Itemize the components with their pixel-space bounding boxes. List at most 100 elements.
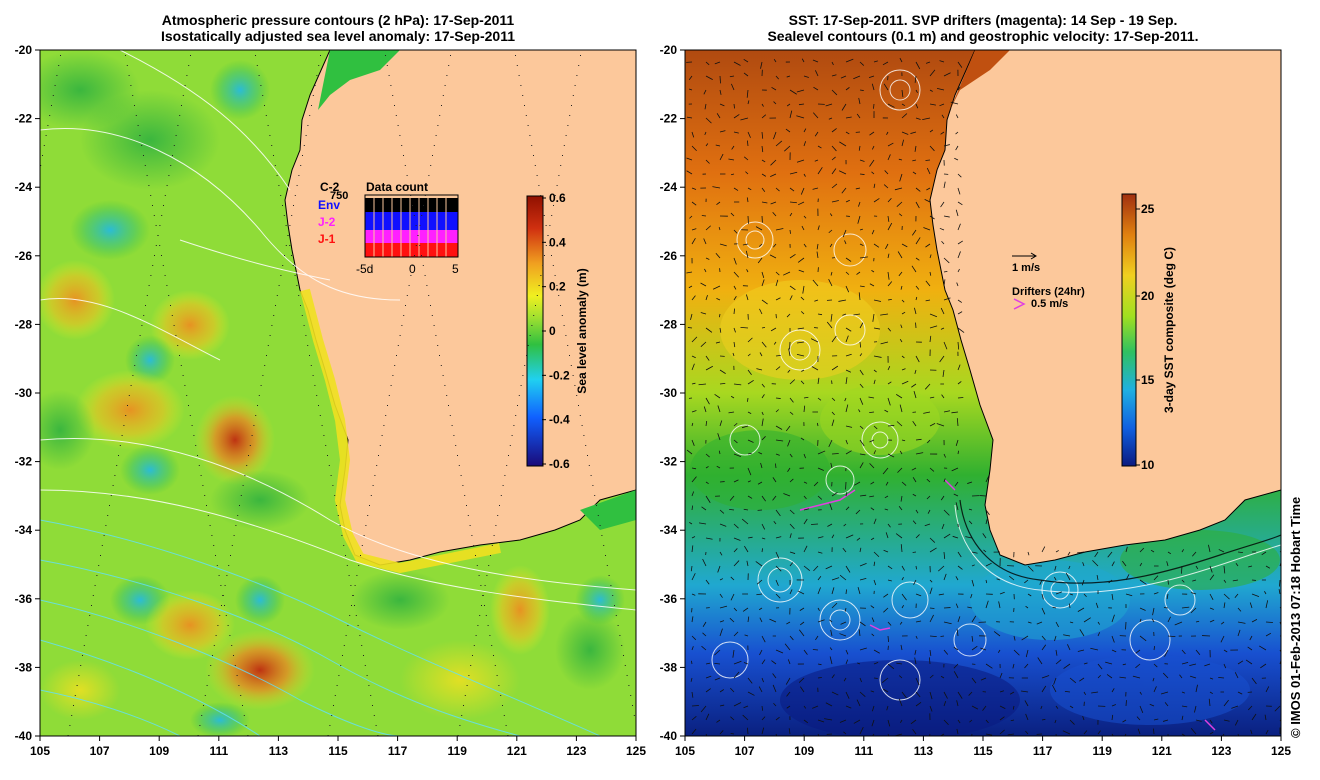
pressure-contours-cyan bbox=[40, 519, 601, 736]
pressure-contours bbox=[40, 50, 636, 611]
left-lon-tick-117: 117 bbox=[388, 744, 408, 758]
australia-landmass-right bbox=[929, 50, 1281, 566]
right-lat-tick--34: -34 bbox=[660, 523, 678, 537]
sst-colorbar-label: 3-day SST composite (deg C) bbox=[1162, 247, 1176, 413]
right-title-line2: Sealevel contours (0.1 m) and geostrophi… bbox=[767, 28, 1199, 44]
sea-level-colorbar: 0.6 0.4 0.2 0 -0.2 -0.4 -0.6 Sea level anomaly… bbox=[526, 191, 589, 471]
right-lat-tick--22: -22 bbox=[660, 112, 678, 126]
right-lon-tick-119: 119 bbox=[1093, 744, 1113, 758]
inset-xtick-2: 0 bbox=[409, 262, 416, 276]
right-map-panel: 1 m/s Drifters (24hr) 0.5 m/s 25 20 15 10 3… bbox=[685, 50, 1281, 736]
sst-colorbar-tick-15: 15 bbox=[1141, 373, 1155, 387]
right-lat-tick--40: -40 bbox=[660, 729, 678, 743]
ssh-colorbar-tick-0: 0 bbox=[549, 324, 556, 338]
ssh-colorbar-tick-0.4: 0.4 bbox=[549, 235, 566, 249]
inset-label-j2: J-2 bbox=[318, 215, 336, 229]
right-lon-tick-107: 107 bbox=[735, 744, 755, 758]
left-lat-tick--28: -28 bbox=[15, 317, 33, 331]
ssh-colorbar-tick--0.2: -0.2 bbox=[549, 368, 570, 382]
velocity-scale-label: 1 m/s bbox=[1012, 262, 1040, 274]
left-title-line2: Isostatically adjusted sea level anomaly… bbox=[160, 28, 516, 44]
inset-bar-j1 bbox=[365, 243, 458, 257]
ssh-colorbar-tick-0.2: 0.2 bbox=[549, 280, 566, 294]
left-lat-tick--22: -22 bbox=[15, 112, 33, 126]
right-lon-tick-105: 105 bbox=[675, 744, 695, 758]
right-lon-tick-117: 117 bbox=[1033, 744, 1053, 758]
left-title-line1: Atmospheric pressure contours (2 hPa): 1… bbox=[161, 12, 515, 28]
sst-colorbar-tick-20: 20 bbox=[1141, 289, 1155, 303]
left-map-axes: 105 107 109 111 113 115 117 119 121 123 125 -20 -22 -… bbox=[15, 43, 647, 758]
sst-colorbar-tick-25: 25 bbox=[1141, 202, 1155, 216]
right-lat-tick--32: -32 bbox=[660, 455, 678, 469]
inset-title: Data count bbox=[366, 180, 428, 194]
right-lat-tick--28: -28 bbox=[660, 317, 678, 331]
inset-xtick-3: 5 bbox=[452, 262, 459, 276]
altimeter-track-dots bbox=[40, 55, 636, 736]
right-lat-tick--24: -24 bbox=[660, 180, 678, 194]
ssh-colorbar-tick-0.6: 0.6 bbox=[549, 191, 566, 205]
left-lon-tick-125: 125 bbox=[626, 744, 646, 758]
left-lon-tick-111: 111 bbox=[209, 744, 228, 758]
inset-bar-c2 bbox=[365, 198, 458, 212]
sst-colorbar: 25 20 15 10 3-day SST composite (deg C) bbox=[1121, 193, 1176, 472]
sea-level-colorbar-label: Sea level anomaly (m) bbox=[575, 268, 589, 393]
right-lon-tick-125: 125 bbox=[1271, 744, 1291, 758]
left-lon-tick-121: 121 bbox=[507, 744, 527, 758]
left-lat-tick--32: -32 bbox=[15, 455, 33, 469]
left-lat-tick--36: -36 bbox=[15, 592, 33, 606]
left-map-title: Atmospheric pressure contours (2 hPa): 1… bbox=[40, 12, 636, 44]
data-count-inset: Data count C-2 750 Env J-2 J-1 -5d 0 5 bbox=[318, 180, 459, 276]
left-lon-tick-123: 123 bbox=[566, 744, 586, 758]
sst-patches bbox=[690, 280, 1280, 736]
left-map-panel: Data count C-2 750 Env J-2 J-1 -5d 0 5 bbox=[40, 50, 636, 736]
right-lat-tick--38: -38 bbox=[660, 660, 678, 674]
right-lat-tick--30: -30 bbox=[660, 386, 678, 400]
right-lon-tick-109: 109 bbox=[794, 744, 814, 758]
left-lat-tick--20: -20 bbox=[15, 43, 33, 57]
right-map-axes: 105 107 109 111 113 115 117 119 121 123 125 -20 -22 -… bbox=[660, 43, 1292, 758]
left-lon-tick-109: 109 bbox=[149, 744, 169, 758]
left-lon-tick-113: 113 bbox=[269, 744, 289, 758]
inset-label-env: Env bbox=[318, 198, 340, 212]
inset-bar-env bbox=[365, 212, 458, 230]
drifter-tracks bbox=[799, 479, 1216, 731]
left-lat-tick--40: -40 bbox=[15, 729, 33, 743]
right-lat-tick--20: -20 bbox=[660, 43, 678, 57]
sst-colorbar-tick-10: 10 bbox=[1141, 458, 1155, 472]
right-lon-tick-123: 123 bbox=[1211, 744, 1231, 758]
inset-label-j1: J-1 bbox=[318, 232, 336, 246]
right-lat-tick--36: -36 bbox=[660, 592, 678, 606]
coastal-yellow-band bbox=[300, 288, 501, 574]
left-lat-tick--34: -34 bbox=[15, 523, 33, 537]
inset-bar-j2 bbox=[365, 230, 458, 243]
left-lat-tick--38: -38 bbox=[15, 660, 33, 674]
right-lon-tick-121: 121 bbox=[1152, 744, 1172, 758]
ssh-colorbar-tick--0.6: -0.6 bbox=[549, 457, 570, 471]
right-lon-tick-113: 113 bbox=[914, 744, 934, 758]
right-coast-warm bbox=[950, 50, 1010, 110]
inset-label-c2: C-2 bbox=[320, 180, 340, 194]
drifter-scale-arrow bbox=[1013, 298, 1026, 310]
right-title-line1: SST: 17-Sep-2011. SVP drifters (magenta)… bbox=[788, 12, 1178, 28]
ssh-colorbar-tick--0.4: -0.4 bbox=[549, 413, 570, 427]
left-lon-tick-105: 105 bbox=[30, 744, 50, 758]
left-lon-tick-119: 119 bbox=[448, 744, 468, 758]
imos-credit: © IMOS 01-Feb-2013 07:18 Hobart Time bbox=[1288, 496, 1303, 738]
drifters-legend-title: Drifters (24hr) bbox=[1012, 286, 1085, 298]
left-coast-green bbox=[318, 50, 636, 530]
sea-level-anomaly-blobs bbox=[40, 50, 625, 736]
geostrophic-velocity-arrows bbox=[686, 57, 1281, 736]
left-lon-tick-107: 107 bbox=[90, 744, 110, 758]
left-lat-tick--26: -26 bbox=[15, 249, 33, 263]
left-lon-tick-115: 115 bbox=[328, 744, 348, 758]
right-lon-tick-111: 111 bbox=[854, 744, 873, 758]
right-lon-tick-115: 115 bbox=[973, 744, 993, 758]
left-lat-tick--30: -30 bbox=[15, 386, 33, 400]
left-lat-tick--24: -24 bbox=[15, 180, 33, 194]
right-lat-tick--26: -26 bbox=[660, 249, 678, 263]
drifters-scale-label: 0.5 m/s bbox=[1031, 298, 1068, 310]
right-map-title: SST: 17-Sep-2011. SVP drifters (magenta)… bbox=[685, 12, 1281, 44]
inset-xtick-1: -5d bbox=[356, 262, 373, 276]
velocity-scale-legend: 1 m/s Drifters (24hr) 0.5 m/s bbox=[1012, 252, 1085, 310]
